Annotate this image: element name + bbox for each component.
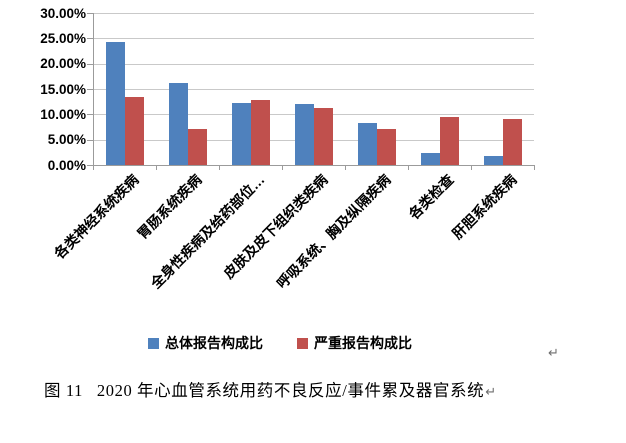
x-axis-tick bbox=[345, 165, 346, 170]
bar-s1-c6 bbox=[420, 153, 440, 165]
legend-swatch-icon bbox=[297, 337, 308, 349]
bar-s2-c4 bbox=[313, 108, 333, 165]
y-axis-tick bbox=[87, 114, 93, 116]
y-axis-tick-label: 5.00% bbox=[47, 132, 86, 148]
y-axis-tick-label: 15.00% bbox=[40, 81, 86, 97]
x-axis-tick bbox=[534, 165, 535, 170]
bar-s2-c1 bbox=[124, 97, 144, 165]
y-axis-tick-label: 10.00% bbox=[40, 106, 86, 122]
y-axis-tick bbox=[87, 139, 93, 141]
bar-s2-c6 bbox=[439, 116, 459, 165]
legend-item: 严重报告构成比 bbox=[297, 335, 412, 351]
legend-label: 严重报告构成比 bbox=[314, 335, 412, 351]
y-axis-tick-label: 25.00% bbox=[40, 30, 86, 46]
y-axis-tick-label: 0.00% bbox=[47, 157, 86, 173]
bar-s1-c1 bbox=[105, 41, 125, 165]
y-axis-tick-label: 30.00% bbox=[40, 5, 86, 21]
y-gridline bbox=[93, 13, 534, 14]
x-axis-tick bbox=[93, 165, 94, 170]
bar-s2-c7 bbox=[502, 118, 522, 165]
figure-label: 图 11 bbox=[44, 381, 83, 400]
x-axis-tick bbox=[282, 165, 283, 170]
bar-s1-c4 bbox=[294, 104, 314, 165]
paragraph-mark: ↵ bbox=[485, 385, 497, 400]
x-axis-tick bbox=[471, 165, 472, 170]
y-axis-tick bbox=[87, 63, 93, 65]
y-axis-tick bbox=[87, 38, 93, 40]
y-gridline bbox=[93, 89, 534, 90]
y-gridline bbox=[93, 63, 534, 65]
bar-s2-c3 bbox=[250, 99, 270, 165]
bar-s1-c5 bbox=[357, 123, 377, 165]
x-axis-tick bbox=[408, 165, 409, 170]
y-axis-line bbox=[93, 13, 94, 165]
bar-s1-c2 bbox=[168, 82, 188, 165]
chart-legend: 总体报告构成比 严重报告构成比 bbox=[0, 333, 560, 353]
y-axis-tick bbox=[87, 89, 93, 90]
paragraph-mark: ↵ bbox=[548, 346, 559, 361]
y-axis-tick bbox=[87, 165, 93, 166]
y-axis-tick-label: 20.00% bbox=[40, 56, 86, 72]
x-axis-tick bbox=[156, 165, 157, 170]
y-gridline bbox=[93, 38, 534, 40]
embedded-bar-chart[interactable]: 0.00% 5.00% 10.00% 15.00% 20.00% 25.00% 30.00%… bbox=[0, 0, 626, 330]
y-axis-tick bbox=[87, 13, 93, 14]
legend-swatch-icon bbox=[148, 337, 159, 349]
figure-caption-text: 2020 年心血管系统用药不良反应/事件累及器官系统 bbox=[96, 381, 485, 400]
x-axis-line bbox=[93, 165, 534, 166]
legend-item: 总体报告构成比 bbox=[148, 335, 263, 351]
bar-s2-c5 bbox=[376, 129, 396, 165]
legend-label: 总体报告构成比 bbox=[165, 335, 263, 351]
bar-s2-c2 bbox=[187, 129, 207, 165]
bar-s1-c3 bbox=[231, 103, 251, 165]
bar-s1-c7 bbox=[483, 155, 503, 165]
x-axis-tick bbox=[219, 165, 220, 170]
figure-caption: 图 11 2020 年心血管系统用药不良反应/事件累及器官系统↵ bbox=[44, 380, 604, 404]
